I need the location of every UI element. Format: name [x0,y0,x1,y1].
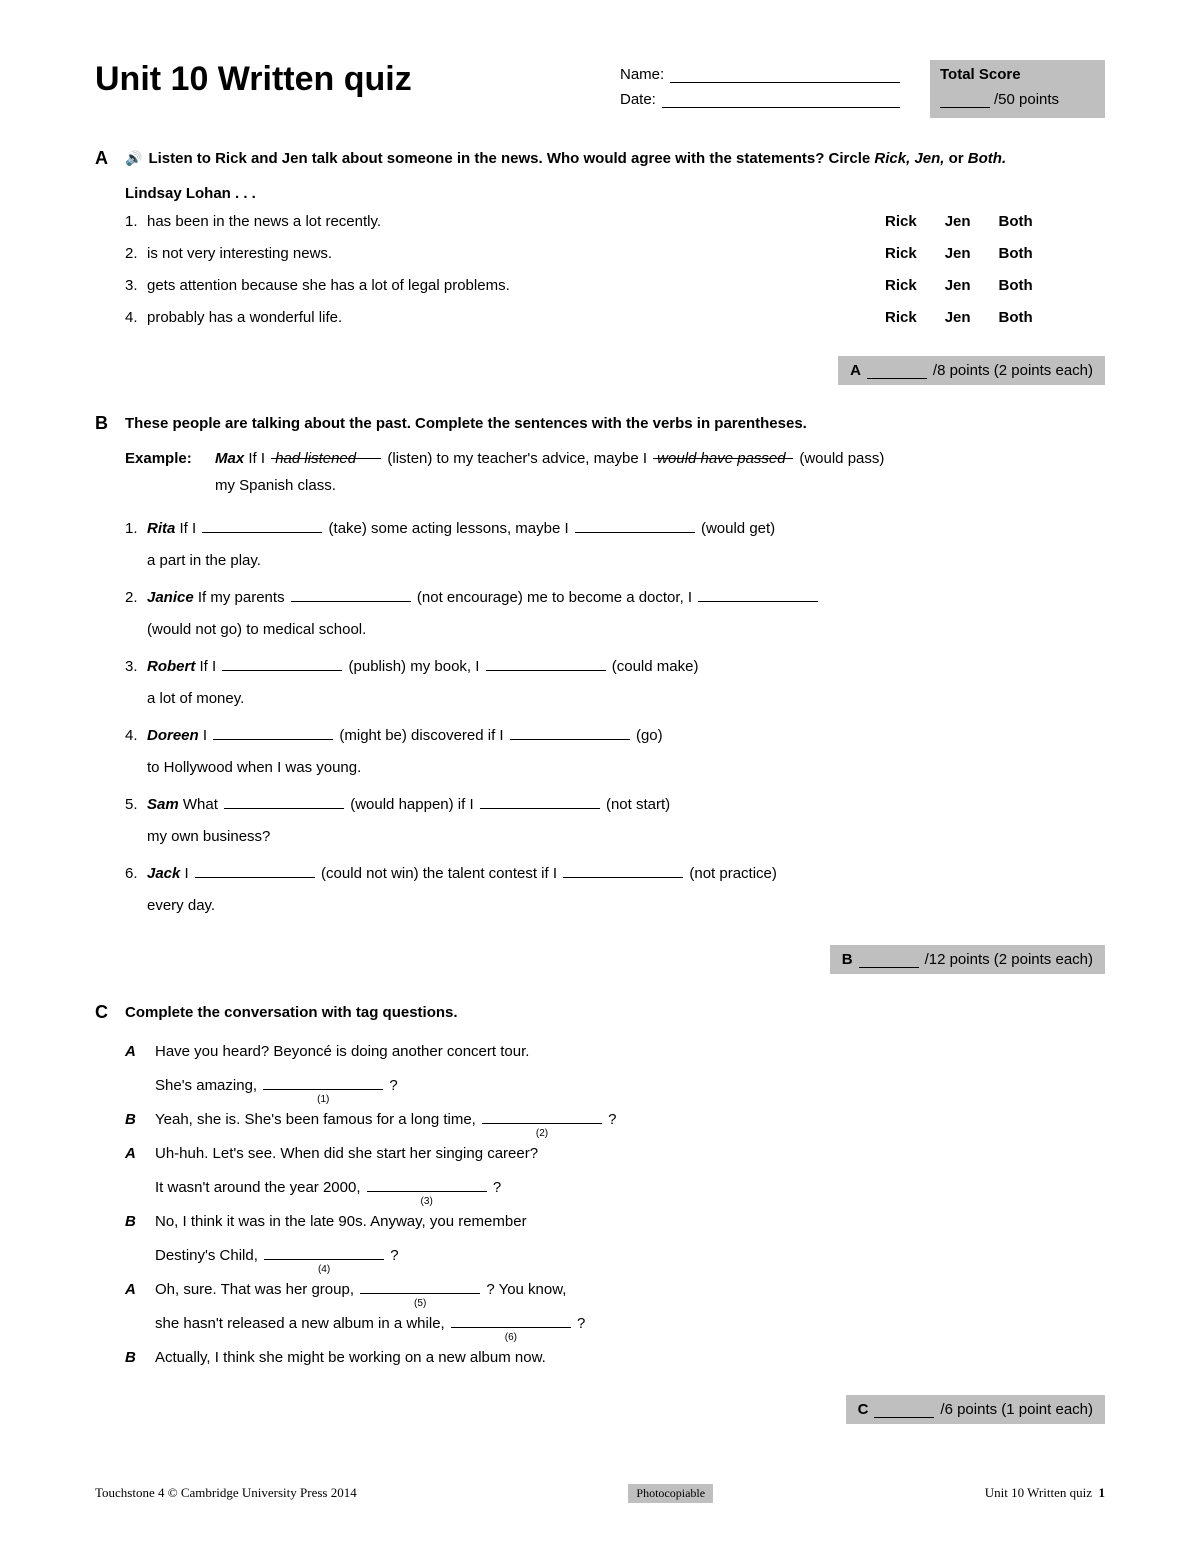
footer-right: Unit 10 Written quiz 1 [985,1485,1105,1501]
section-b-example: Example: Max If I had listened (listen) … [125,445,1105,499]
section-b: B These people are talking about the pas… [95,413,1105,975]
section-a-item: 3. gets attention because she has a lot … [125,274,1105,298]
choice-option[interactable]: Rick [885,210,917,234]
section-c-score: C /6 points (1 point each) [846,1395,1105,1424]
conversation-line: AUh-huh. Let's see. When did she start h… [125,1139,1105,1169]
section-a-subject: Lindsay Lohan . . . [125,185,1105,202]
choice-option[interactable]: Both [999,242,1033,266]
section-c: C Complete the conversation with tag que… [95,1002,1105,1424]
audio-icon: 🔊 [125,148,142,169]
conversation-line: AOh, sure. That was her group, (5) ? You… [125,1275,1105,1305]
score-b-input[interactable] [859,954,919,968]
choice-option[interactable]: Jen [945,210,971,234]
total-score-max: /50 points [994,91,1059,108]
fill-blank[interactable] [213,726,333,740]
page-title: Unit 10 Written quiz [95,60,590,99]
fill-blank[interactable] [563,864,683,878]
section-a-instruction: 🔊Listen to Rick and Jen talk about someo… [125,148,1105,171]
conversation-line: It wasn't around the year 2000, (3) ? [125,1173,1105,1203]
date-input-line[interactable] [662,92,900,108]
name-date-block: Name: Date: [620,60,900,108]
example-blank-1: had listened [271,445,381,459]
section-b-item: 4.Doreen I (might be) discovered if I (g… [125,720,1105,783]
fill-blank[interactable] [195,864,315,878]
choice-option[interactable]: Both [999,274,1033,298]
total-score-box: Total Score /50 points [930,60,1105,118]
fill-blank[interactable] [575,519,695,533]
fill-blank[interactable] [224,795,344,809]
section-a: A 🔊Listen to Rick and Jen talk about som… [95,148,1105,385]
conversation-line: She's amazing, (1) ? [125,1071,1105,1101]
section-b-item: 6.Jack I (could not win) the talent cont… [125,858,1105,921]
choice-option[interactable]: Rick [885,274,917,298]
name-label: Name: [620,66,664,83]
total-score-input[interactable] [940,94,990,108]
choice-option[interactable]: Jen [945,306,971,330]
fill-blank[interactable] [480,795,600,809]
score-a-input[interactable] [867,365,927,379]
tag-question-blank[interactable]: (3) [367,1178,487,1192]
total-score-label: Total Score [940,66,1095,83]
conversation-line: she hasn't released a new album in a whi… [125,1309,1105,1339]
section-b-item: 5.Sam What (would happen) if I (not star… [125,789,1105,852]
name-line[interactable]: Name: [620,66,900,83]
choice-option[interactable]: Jen [945,274,971,298]
section-b-letter: B [95,413,115,928]
tag-question-blank[interactable]: (6) [451,1314,571,1328]
section-a-item: 2. is not very interesting news. RickJen… [125,242,1105,266]
section-b-instruction: These people are talking about the past.… [125,413,1105,436]
example-blank-2: would have passed [653,445,793,459]
tag-question-blank[interactable]: (2) [482,1110,602,1124]
choice-option[interactable]: Rick [885,242,917,266]
choice-option[interactable]: Jen [945,242,971,266]
tag-question-blank[interactable]: (1) [263,1076,383,1090]
choice-option[interactable]: Both [999,210,1033,234]
fill-blank[interactable] [486,657,606,671]
section-c-instruction: Complete the conversation with tag quest… [125,1002,1105,1025]
section-b-score: B /12 points (2 points each) [830,945,1105,974]
section-a-item: 1. has been in the news a lot recently. … [125,210,1105,234]
section-c-letter: C [95,1002,115,1377]
choice-option[interactable]: Rick [885,306,917,330]
section-b-item: 3.Robert If I (publish) my book, I (coul… [125,651,1105,714]
fill-blank[interactable] [698,588,818,602]
tag-question-blank[interactable]: (5) [360,1280,480,1294]
fill-blank[interactable] [202,519,322,533]
footer-copyright: Touchstone 4 © Cambridge University Pres… [95,1485,357,1501]
fill-blank[interactable] [510,726,630,740]
header: Unit 10 Written quiz Name: Date: Total S… [95,60,1105,118]
section-a-item: 4. probably has a wonderful life. RickJe… [125,306,1105,330]
date-label: Date: [620,91,656,108]
conversation-line: AHave you heard? Beyoncé is doing anothe… [125,1037,1105,1067]
fill-blank[interactable] [222,657,342,671]
conversation-line: Destiny's Child, (4) ? [125,1241,1105,1271]
name-input-line[interactable] [670,67,900,83]
footer-photocopiable: Photocopiable [628,1484,713,1503]
date-line[interactable]: Date: [620,91,900,108]
tag-question-blank[interactable]: (4) [264,1246,384,1260]
choice-option[interactable]: Both [999,306,1033,330]
conversation-line: BActually, I think she might be working … [125,1343,1105,1373]
section-a-score: A /8 points (2 points each) [838,356,1105,385]
section-b-item: 1.Rita If I (take) some acting lessons, … [125,513,1105,576]
section-a-letter: A [95,148,115,338]
page-footer: Touchstone 4 © Cambridge University Pres… [95,1484,1105,1503]
section-b-item: 2.Janice If my parents (not encourage) m… [125,582,1105,645]
conversation-line: BYeah, she is. She's been famous for a l… [125,1105,1105,1135]
conversation-line: BNo, I think it was in the late 90s. Any… [125,1207,1105,1237]
fill-blank[interactable] [291,588,411,602]
score-c-input[interactable] [874,1404,934,1418]
